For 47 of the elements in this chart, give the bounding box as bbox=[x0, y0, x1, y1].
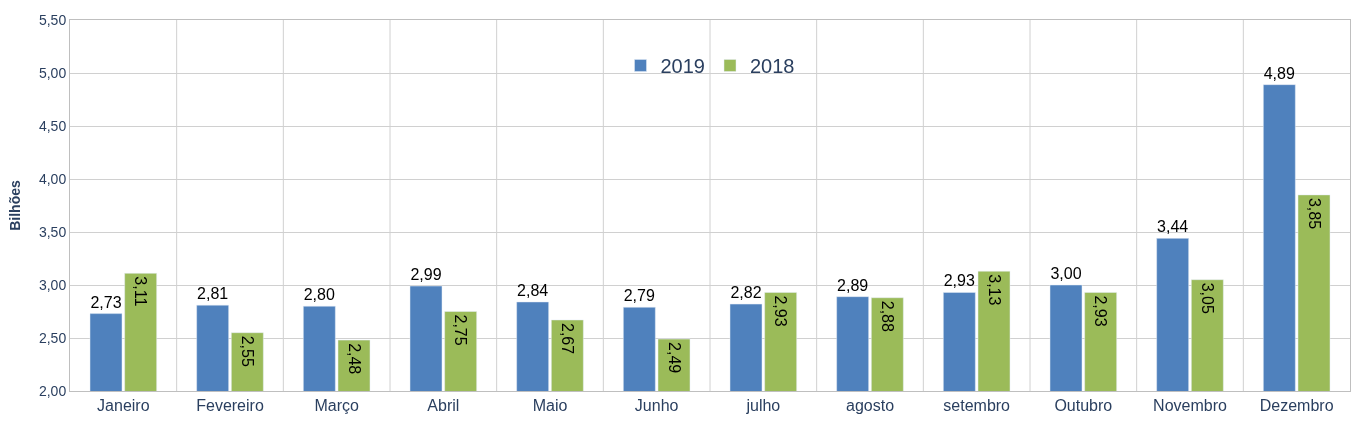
x-tick-label: Fevereiro bbox=[196, 397, 264, 415]
data-label: 2,93 bbox=[943, 272, 975, 290]
data-label: 3,05 bbox=[1198, 282, 1216, 314]
data-label: 2,79 bbox=[623, 287, 655, 305]
data-label: 2,93 bbox=[772, 295, 790, 327]
x-tick-label: Janeiro bbox=[97, 397, 150, 415]
data-label: 2,99 bbox=[410, 266, 442, 284]
y-tick-label: 5,50 bbox=[38, 11, 67, 28]
x-tick-label: Maio bbox=[532, 397, 568, 415]
data-label: 2,84 bbox=[517, 281, 549, 299]
x-tick-label: julho bbox=[745, 397, 781, 415]
y-axis-title: Bilhões bbox=[6, 180, 23, 231]
legend-label: 2019 bbox=[660, 55, 705, 78]
x-tick-label: Novembro bbox=[1153, 397, 1227, 415]
data-label: 2,82 bbox=[730, 284, 762, 302]
x-tick-label: Março bbox=[314, 397, 359, 415]
data-label: 3,11 bbox=[132, 276, 150, 307]
y-tick-label: 4,00 bbox=[38, 170, 67, 187]
data-label: 2,73 bbox=[90, 293, 122, 311]
y-tick-label: 3,50 bbox=[38, 223, 67, 240]
data-label: 4,89 bbox=[1263, 64, 1295, 82]
data-label: 3,13 bbox=[985, 274, 1003, 306]
data-label: 2,55 bbox=[238, 335, 256, 367]
legend-label: 2018 bbox=[750, 55, 795, 78]
x-tick-label: Junho bbox=[634, 397, 679, 415]
y-tick-label: 2,00 bbox=[38, 382, 67, 399]
data-label: 2,75 bbox=[452, 314, 470, 346]
data-label: 2,80 bbox=[303, 286, 335, 304]
data-label: 2,88 bbox=[878, 300, 896, 332]
y-tick-label: 2,50 bbox=[38, 329, 67, 346]
data-label: 2,67 bbox=[558, 322, 576, 355]
y-tick-label: 4,50 bbox=[38, 117, 67, 134]
data-label: 2,93 bbox=[1092, 295, 1110, 327]
data-label: 2,48 bbox=[345, 343, 363, 375]
data-label: 3,44 bbox=[1157, 218, 1189, 236]
data-label: 3,00 bbox=[1050, 265, 1082, 282]
x-tick-label: Outubro bbox=[1054, 397, 1113, 415]
data-label: 2,49 bbox=[665, 342, 683, 374]
data-label: 3,85 bbox=[1305, 197, 1323, 230]
x-tick-label: Dezembro bbox=[1259, 397, 1334, 415]
y-tick-label: 5,00 bbox=[38, 64, 67, 81]
x-tick-label: agosto bbox=[845, 397, 895, 415]
x-tick-label: setembro bbox=[943, 397, 1011, 415]
data-label: 2,81 bbox=[197, 285, 229, 303]
data-label: 2,89 bbox=[837, 276, 869, 294]
y-tick-label: 3,00 bbox=[38, 276, 67, 293]
x-tick-label: Abril bbox=[427, 397, 460, 415]
